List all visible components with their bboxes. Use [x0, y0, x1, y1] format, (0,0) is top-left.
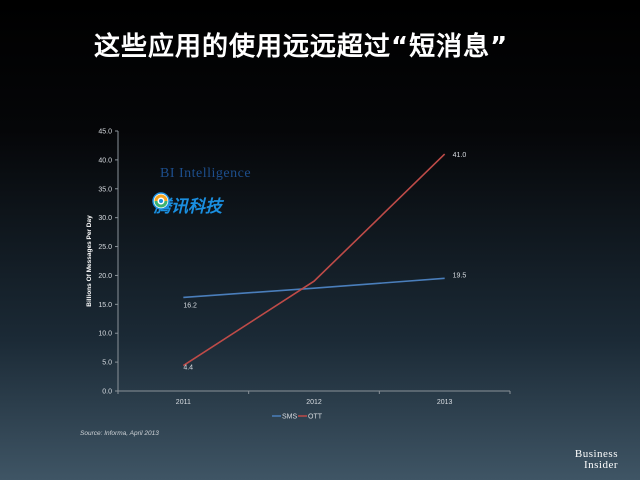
x-tick-label: 2012: [306, 399, 322, 406]
y-tick-label: 30.0: [98, 215, 112, 222]
tencent-tech-logo: 腾讯科技: [152, 192, 222, 217]
y-tick-label: 10.0: [98, 331, 112, 338]
data-label-ott: 41.0: [453, 152, 467, 159]
business-insider-line2: Insider: [583, 459, 618, 471]
legend-label-ott: OTT: [308, 414, 323, 421]
business-insider-logo: Business Insider: [575, 449, 618, 471]
business-insider-line1: Business: [574, 448, 618, 460]
tencent-logo-text: 腾讯科技: [154, 197, 222, 217]
x-tick-label: 2011: [176, 399, 191, 406]
y-tick-label: 5.0: [102, 360, 112, 367]
y-tick-label: 40.0: [98, 157, 112, 164]
data-label-sms: 16.2: [183, 302, 197, 309]
slide-title: 这些应用的使用远远超过“短消息”: [94, 32, 509, 62]
tencent-swirl-icon: [152, 192, 170, 210]
y-axis-label: Billions Of Messages Per Day: [86, 215, 93, 307]
y-tick-label: 15.0: [98, 302, 112, 309]
y-tick-label: 25.0: [98, 244, 112, 251]
y-tick-label: 20.0: [98, 273, 112, 280]
legend-label-sms: SMS: [282, 414, 298, 421]
series-line-ott: [182, 153, 446, 367]
data-label-ott: 4.4: [183, 365, 193, 372]
bi-intelligence-logo: BI Intelligence: [160, 166, 252, 181]
y-tick-label: 45.0: [98, 129, 112, 136]
x-tick-label: 2013: [437, 399, 453, 406]
data-label-sms: 19.5: [453, 272, 467, 279]
y-tick-label: 35.0: [98, 186, 112, 193]
y-tick-label: 0.0: [102, 389, 112, 396]
source-note: Source: Informa, April 2013: [80, 430, 159, 437]
